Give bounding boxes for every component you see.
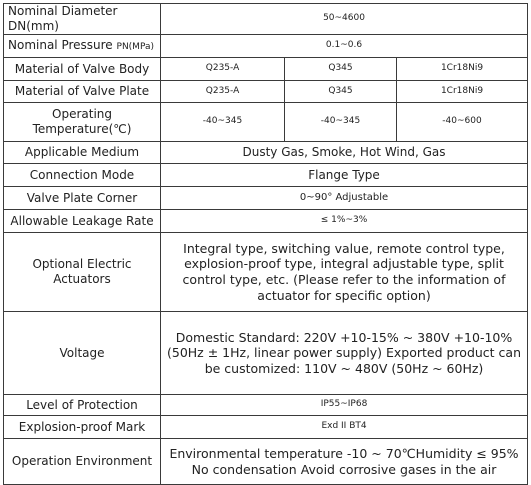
value-temperature-3: -40~600 — [395, 102, 529, 142]
value-valve-plate-corner: 0~90° Adjustable — [159, 186, 529, 210]
row-label-nominal-diameter: Nominal Diameter DN(mm) — [3, 3, 161, 35]
row-label-level-of-protection: Level of Protection — [3, 394, 161, 416]
value-valve-body-q345: Q345 — [284, 57, 397, 81]
row-label-nominal-pressure: Nominal Pressure PN(MPa) — [3, 34, 161, 58]
operating-temperature-line2: Temperature(℃) — [32, 122, 132, 136]
value-valve-plate-q235a: Q235-A — [160, 80, 285, 103]
row-label-connection-mode: Connection Mode — [3, 163, 161, 187]
value-connection-mode: Flange Type — [159, 163, 529, 187]
value-explosion-proof-mark: Exd II BT4 — [159, 415, 529, 439]
specification-table: Nominal Diameter DN(mm) 50~4600 Nominal … — [3, 3, 529, 485]
row-label-voltage: Voltage — [3, 311, 161, 395]
value-nominal-diameter: 50~4600 — [159, 3, 529, 35]
table-row: Explosion-proof Mark Exd II BT4 — [3, 415, 529, 439]
row-label-optional-electric-actuators: Optional Electric Actuators — [3, 232, 161, 312]
value-nominal-pressure: 0.1~0.6 — [159, 34, 529, 58]
table-row: Material of Valve Plate Q235-A Q345 1Cr1… — [3, 80, 529, 103]
table-row: Allowable Leakage Rate ≤ 1%~3% — [3, 209, 529, 233]
nominal-pressure-unit: PN(MPa) — [116, 42, 155, 53]
value-valve-body-q235a: Q235-A — [160, 57, 285, 81]
nominal-pressure-label-text: Nominal Pressure — [8, 38, 117, 53]
actuators-label-line1: Optional Electric — [32, 257, 132, 271]
row-label-applicable-medium: Applicable Medium — [3, 141, 161, 164]
table-row: Operating Temperature(℃) -40~345 -40~345 … — [3, 102, 529, 142]
row-label-operation-environment: Operation Environment — [3, 438, 161, 485]
row-label-valve-body-material: Material of Valve Body — [3, 57, 161, 81]
row-label-operating-temperature: Operating Temperature(℃) — [3, 102, 161, 142]
row-label-explosion-proof-mark: Explosion-proof Mark — [3, 415, 161, 439]
table-row: Material of Valve Body Q235-A Q345 1Cr18… — [3, 57, 529, 81]
table-row: Nominal Pressure PN(MPa) 0.1~0.6 — [3, 34, 529, 58]
table-row: Level of Protection IP55~IP68 — [3, 394, 529, 416]
table-row: Operation Environment Environmental temp… — [3, 438, 529, 485]
table-row: Applicable Medium Dusty Gas, Smoke, Hot … — [3, 141, 529, 164]
actuators-label-line2: Actuators — [53, 272, 111, 286]
operating-temperature-line1: Operating — [52, 107, 112, 121]
row-label-allowable-leakage-rate: Allowable Leakage Rate — [3, 209, 161, 233]
table-row: Optional Electric Actuators Integral type… — [3, 232, 529, 312]
value-operation-environment: Environmental temperature -10 ~ 70℃Humid… — [159, 438, 529, 485]
value-valve-plate-q345: Q345 — [284, 80, 397, 103]
value-level-of-protection: IP55~IP68 — [159, 394, 529, 416]
table-row: Valve Plate Corner 0~90° Adjustable — [3, 186, 529, 210]
table-row: Nominal Diameter DN(mm) 50~4600 — [3, 3, 529, 35]
value-temperature-1: -40~345 — [160, 102, 285, 142]
row-label-valve-plate-corner: Valve Plate Corner — [3, 186, 161, 210]
value-allowable-leakage-rate: ≤ 1%~3% — [159, 209, 529, 233]
value-temperature-2: -40~345 — [284, 102, 397, 142]
value-valve-plate-1cr18ni9: 1Cr18Ni9 — [395, 80, 529, 103]
table-row: Voltage Domestic Standard: 220V +10-15% … — [3, 311, 529, 395]
value-valve-body-1cr18ni9: 1Cr18Ni9 — [395, 57, 529, 81]
value-optional-electric-actuators: Integral type, switching value, remote c… — [159, 232, 529, 312]
row-label-valve-plate-material: Material of Valve Plate — [3, 80, 161, 103]
value-voltage: Domestic Standard: 220V +10-15% ~ 380V +… — [159, 311, 529, 395]
table-row: Connection Mode Flange Type — [3, 163, 529, 187]
value-applicable-medium: Dusty Gas, Smoke, Hot Wind, Gas — [159, 141, 529, 164]
